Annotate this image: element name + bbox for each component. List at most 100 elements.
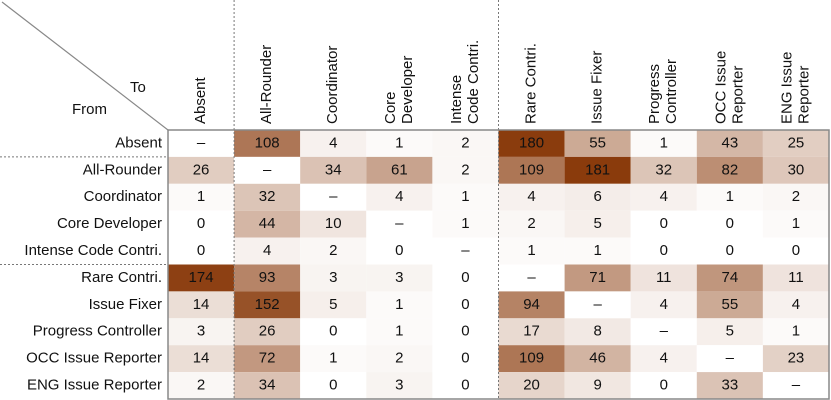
cell-value: 1 bbox=[461, 215, 469, 232]
cell-value: 4 bbox=[527, 188, 535, 205]
cell-value: 4 bbox=[263, 242, 271, 259]
cell-value: 43 bbox=[722, 134, 739, 151]
cell-value: 1 bbox=[660, 134, 668, 151]
row-label: Absent bbox=[115, 134, 163, 151]
cell-value: 1 bbox=[461, 188, 469, 205]
cell bbox=[498, 318, 565, 346]
cell-value: 0 bbox=[395, 242, 403, 259]
cell-value: 1 bbox=[792, 215, 800, 232]
column-label: ENG Issue bbox=[778, 51, 795, 124]
cell bbox=[300, 210, 367, 238]
cell bbox=[366, 372, 433, 399]
cell-value: 5 bbox=[329, 296, 337, 313]
cell bbox=[564, 264, 631, 292]
cell-value: 72 bbox=[259, 350, 276, 367]
cell bbox=[498, 130, 565, 157]
column-label: Code Contri. bbox=[465, 40, 482, 124]
cell bbox=[168, 183, 235, 211]
cell bbox=[168, 318, 235, 346]
cell bbox=[564, 372, 631, 399]
row-label: ENG Issue Reporter bbox=[27, 377, 162, 394]
cell bbox=[432, 156, 499, 184]
cell bbox=[432, 372, 499, 399]
cell-value: 94 bbox=[523, 296, 540, 313]
cell-value: 3 bbox=[329, 269, 337, 286]
cell-value: 71 bbox=[589, 269, 606, 286]
cell bbox=[564, 345, 631, 373]
cell bbox=[366, 237, 433, 265]
empty-cell bbox=[300, 183, 367, 211]
cell-value: 4 bbox=[792, 296, 800, 313]
cell-value: 180 bbox=[519, 134, 544, 151]
cell bbox=[300, 318, 367, 346]
cell-value: 0 bbox=[792, 242, 800, 259]
cell bbox=[762, 264, 829, 292]
cell-value: 2 bbox=[461, 134, 469, 151]
column-label: Developer bbox=[399, 56, 416, 124]
cell-value: 0 bbox=[660, 377, 668, 394]
cell-value: 6 bbox=[593, 188, 601, 205]
cell-value: 1 bbox=[527, 242, 535, 259]
cell bbox=[498, 237, 565, 265]
cell-value: 108 bbox=[255, 134, 280, 151]
row-label: Progress Controller bbox=[33, 323, 162, 340]
column-label: Absent bbox=[192, 76, 209, 124]
cell bbox=[564, 237, 631, 265]
empty-cell bbox=[168, 130, 235, 157]
cell-value: 5 bbox=[593, 215, 601, 232]
cell-value: 32 bbox=[259, 188, 276, 205]
cell bbox=[234, 264, 301, 292]
column-label: Issue Fixer bbox=[589, 51, 606, 124]
cell-value: 46 bbox=[589, 350, 606, 367]
cell bbox=[300, 130, 367, 157]
cell-value: 1 bbox=[593, 242, 601, 259]
cell bbox=[630, 291, 697, 319]
cell bbox=[432, 210, 499, 238]
cell-value: 33 bbox=[722, 377, 739, 394]
cell-value: 2 bbox=[792, 188, 800, 205]
cell bbox=[762, 237, 829, 265]
cell-value: 109 bbox=[519, 161, 544, 178]
cell-value: 174 bbox=[189, 269, 214, 286]
cell bbox=[498, 372, 565, 399]
empty-label: – bbox=[792, 377, 801, 394]
empty-label: – bbox=[593, 296, 602, 313]
cell-value: 109 bbox=[519, 350, 544, 367]
corner-to: To bbox=[130, 79, 146, 96]
cell-value: 2 bbox=[329, 242, 337, 259]
cell bbox=[696, 183, 763, 211]
cell-value: 0 bbox=[461, 377, 469, 394]
column-label: Controller bbox=[663, 59, 680, 124]
cell-value: 4 bbox=[660, 350, 668, 367]
cell-value: 1 bbox=[197, 188, 205, 205]
cell-value: 0 bbox=[461, 269, 469, 286]
cell bbox=[432, 318, 499, 346]
empty-label: – bbox=[329, 188, 338, 205]
cell bbox=[300, 291, 367, 319]
cell bbox=[498, 345, 565, 373]
cell-value: 0 bbox=[461, 323, 469, 340]
empty-cell bbox=[630, 318, 697, 346]
cell bbox=[432, 130, 499, 157]
cell bbox=[630, 264, 697, 292]
cell-value: 11 bbox=[656, 269, 672, 286]
column-label: Reporter bbox=[729, 66, 746, 124]
cell bbox=[564, 183, 631, 211]
cell bbox=[696, 372, 763, 399]
cell-value: 3 bbox=[197, 323, 205, 340]
cell bbox=[630, 237, 697, 265]
cell bbox=[300, 345, 367, 373]
column-label: Intense bbox=[448, 75, 465, 124]
cell bbox=[630, 156, 697, 184]
cell bbox=[498, 156, 565, 184]
cell-value: 26 bbox=[193, 161, 210, 178]
column-label: Coordinator bbox=[324, 46, 341, 124]
cell-value: 0 bbox=[461, 296, 469, 313]
cell bbox=[762, 210, 829, 238]
cell bbox=[300, 156, 367, 184]
cell-value: 34 bbox=[325, 161, 342, 178]
cell bbox=[300, 372, 367, 399]
cell bbox=[432, 291, 499, 319]
cell-value: 0 bbox=[726, 215, 734, 232]
